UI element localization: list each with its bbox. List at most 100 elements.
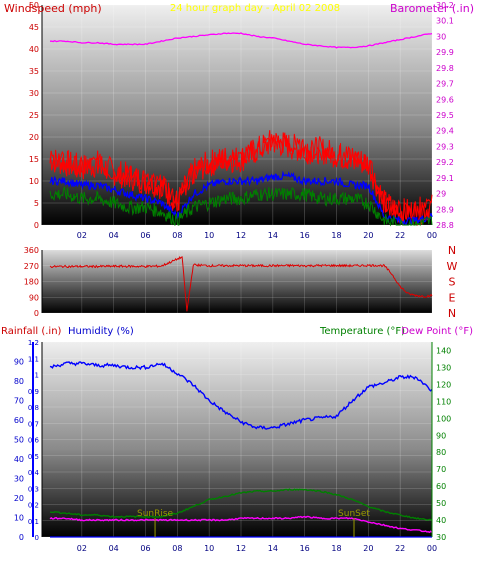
y-tick-label-rainfall: 0 (35, 534, 39, 542)
y-tick-label-wind: 5 (34, 199, 39, 208)
wind-gust-series (49, 130, 433, 226)
direction-plot-area (42, 250, 432, 313)
x-tick-label: 20 (363, 544, 373, 553)
y-tick-label-humidity: 70 (14, 397, 24, 406)
wind-gust-series-b (49, 134, 432, 223)
x-tick-label: 16 (300, 544, 310, 553)
humidity-series (49, 361, 433, 430)
x-tick-label: 08 (172, 544, 182, 553)
x-tick-label: 20 (363, 231, 373, 240)
right-axis-label-dewpoint: Dew Point (°F) (401, 326, 473, 337)
x-tick-label: 12 (236, 544, 246, 553)
wind-low-series (49, 185, 433, 227)
y-tick-label-humidity: 30 (14, 475, 24, 484)
y-tick-label-humidity: 20 (14, 494, 24, 503)
x-tick-label: 14 (268, 544, 278, 553)
y-tick-label-temperature: 120 (436, 380, 451, 389)
y-tick-label-barometer: 29.3 (436, 142, 454, 151)
y-tick-label-humidity: 50 (14, 436, 24, 445)
y-tick-label-temperature: 80 (436, 448, 446, 457)
y-tick-label-barometer: 28.9 (436, 205, 454, 214)
y-tick-label-wind: 25 (29, 111, 39, 120)
y-tick-label-humidity: 60 (14, 416, 24, 425)
x-tick-label: 10 (204, 231, 214, 240)
wind-average-series (49, 170, 433, 226)
y-tick-label-temperature: 70 (436, 465, 446, 474)
y-tick-label-temperature: 130 (436, 363, 451, 372)
y-tick-label-barometer: 29.4 (436, 127, 454, 136)
y-tick-label-temperature: 100 (436, 414, 451, 423)
x-tick-label: 12 (236, 231, 246, 240)
right-axis-label-barometer: Barometer (.in) (390, 2, 474, 15)
y-tick-label-barometer: 28.8 (436, 221, 454, 230)
y-tick-label-barometer: 29.5 (436, 111, 454, 120)
y-tick-label-barometer: 30.2 (436, 1, 454, 10)
y-tick-label-wind: 45 (29, 23, 39, 32)
x-tick-label: 10 (204, 544, 214, 553)
x-tick-label: 18 (331, 544, 341, 553)
x-tick-label: 06 (140, 544, 150, 553)
y-tick-label-barometer: 29.8 (436, 64, 454, 73)
y-tick-label-temperature: 50 (436, 499, 446, 508)
compass-label: W (447, 260, 458, 273)
x-tick-label: 22 (395, 231, 405, 240)
y-tick-label-barometer: 29.7 (436, 80, 454, 89)
y-tick-label-humidity: 90 (14, 358, 24, 367)
barometer-series (49, 32, 433, 49)
y-tick-label-barometer: 29.9 (436, 48, 454, 57)
x-tick-label: 00 (427, 231, 437, 240)
y-tick-label-barometer: 29 (436, 190, 446, 199)
temperature-series (49, 488, 433, 521)
climate-plot-area (42, 342, 432, 537)
x-tick-label: 22 (395, 544, 405, 553)
sunrise-label: SunRise (137, 509, 174, 519)
y-tick-label-barometer: 30.1 (436, 17, 454, 26)
x-tick-label: 02 (77, 231, 87, 240)
x-tick-label: 00 (427, 544, 437, 553)
compass-label: S (449, 276, 456, 289)
x-tick-label: 14 (268, 231, 278, 240)
y-tick-label-rainfall: 1 (35, 372, 39, 380)
y-tick-label-barometer: 29.1 (436, 174, 454, 183)
y-tick-label-wind: 35 (29, 67, 39, 76)
y-tick-label-temperature: 40 (436, 516, 446, 525)
y-tick-label-wind: 40 (29, 45, 39, 54)
left-axis-label-humidity: Humidity (%) (68, 326, 134, 337)
y-tick-label-humidity: 80 (14, 377, 24, 386)
y-tick-label-wind: 10 (29, 177, 39, 186)
y-tick-label-temperature: 140 (436, 346, 451, 355)
x-tick-label: 18 (331, 231, 341, 240)
y-tick-label-barometer: 29.2 (436, 158, 454, 167)
x-tick-label: 08 (172, 231, 182, 240)
x-tick-label: 02 (77, 544, 87, 553)
right-axis-label-temperature: Temperature (°F) (319, 326, 405, 337)
y-tick-label-temperature: 110 (436, 397, 451, 406)
y-tick-label-wind: 20 (29, 133, 39, 142)
compass-label: N (448, 307, 456, 320)
y-tick-label-wind: 0 (34, 221, 39, 230)
chart-title: 24 hour graph day - April 02 2008 (170, 3, 340, 14)
y-tick-label-temperature: 30 (436, 533, 446, 542)
y-tick-label-direction: 0 (34, 309, 39, 318)
compass-label: N (448, 244, 456, 257)
y-tick-label-direction: 360 (24, 246, 39, 255)
y-tick-label-temperature: 90 (436, 431, 446, 440)
y-tick-label-wind: 30 (29, 89, 39, 98)
compass-label: E (449, 291, 456, 304)
wind-direction-series (49, 256, 433, 312)
y-tick-label-direction: 180 (24, 278, 39, 287)
y-tick-label-wind: 50 (29, 1, 39, 10)
x-tick-label: 06 (140, 231, 150, 240)
y-tick-label-direction: 90 (29, 293, 39, 302)
y-tick-label-barometer: 30 (436, 32, 446, 41)
y-tick-label-barometer: 29.6 (436, 95, 454, 104)
left-axis-label-rainfall: Rainfall (.in) (1, 326, 62, 337)
dewpoint-series (49, 515, 433, 534)
y-tick-label-humidity: 10 (14, 514, 24, 523)
left-axis-label-wind: Windspeed (mph) (4, 2, 102, 15)
y-tick-label-wind: 15 (29, 155, 39, 164)
sunset-label: SunSet (338, 509, 370, 519)
y-tick-label-direction: 270 (24, 262, 39, 271)
x-tick-label: 04 (109, 231, 119, 240)
